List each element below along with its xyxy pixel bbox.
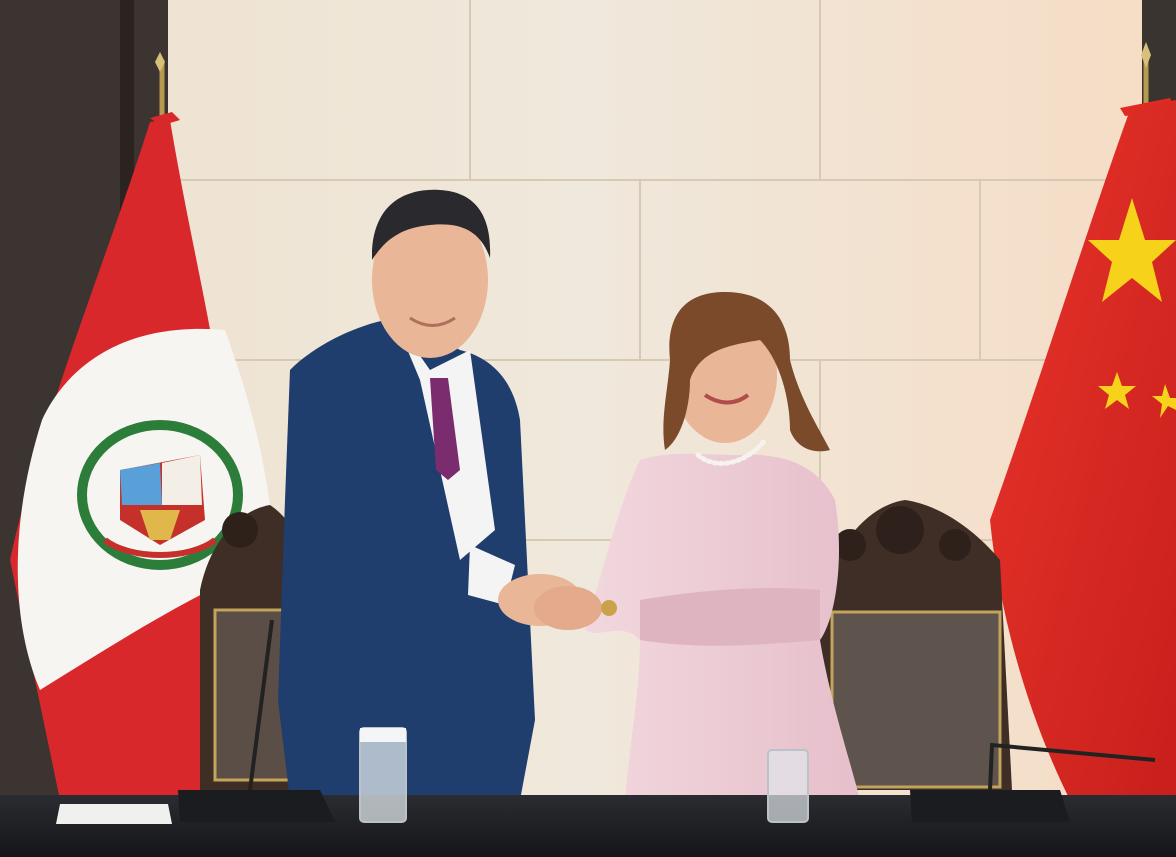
microphone-left-icon	[178, 619, 335, 822]
peru-flag-icon	[10, 52, 275, 800]
man-in-blue-suit	[278, 189, 535, 800]
water-glass-icon	[767, 749, 809, 823]
carved-chair-right	[820, 500, 1012, 790]
small-star-icon	[1152, 384, 1176, 418]
white-plate	[56, 804, 172, 824]
woman-in-pink-dress	[585, 292, 860, 800]
china-flag-icon	[990, 42, 1176, 800]
large-star-icon	[1088, 198, 1176, 302]
water-glass-icon	[359, 727, 407, 823]
peru-coat-of-arms-icon	[77, 420, 243, 570]
handshake	[498, 574, 617, 630]
small-star-icon	[1098, 372, 1136, 409]
microphone-right-icon	[910, 742, 1156, 822]
man-head	[372, 202, 488, 358]
